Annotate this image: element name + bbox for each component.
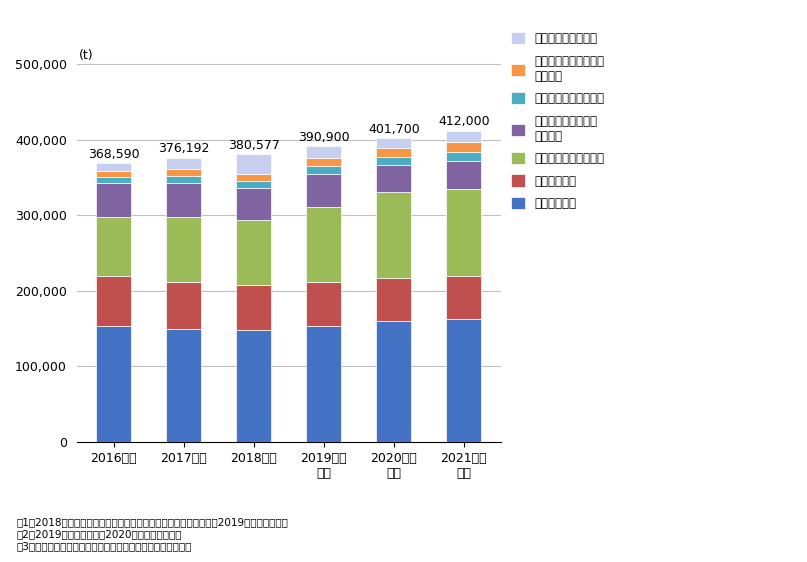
Bar xyxy=(166,183,201,217)
Bar xyxy=(166,169,201,176)
Text: 412,000: 412,000 xyxy=(438,115,490,128)
Bar xyxy=(236,154,271,174)
Bar xyxy=(446,161,481,189)
Bar xyxy=(306,326,341,442)
Text: 380,577: 380,577 xyxy=(228,139,279,152)
Bar xyxy=(306,174,341,207)
Bar xyxy=(446,130,481,142)
Text: 390,900: 390,900 xyxy=(298,131,349,144)
Bar xyxy=(236,285,271,330)
Bar xyxy=(96,217,131,275)
Bar xyxy=(376,278,412,321)
Text: 注1．2018年度までは一部公開資料をもとに矢野経済研究所作成、2019年度以降は推計
注2．2019年度は見込値、2020年度以降は予測値
注3．いずれの断熱: 注1．2018年度までは一部公開資料をもとに矢野経済研究所作成、2019年度以降… xyxy=(16,518,288,551)
Bar xyxy=(446,142,481,152)
Text: 401,700: 401,700 xyxy=(368,123,420,136)
Bar xyxy=(376,148,412,157)
Bar xyxy=(236,181,271,188)
Bar xyxy=(236,220,271,285)
Bar xyxy=(96,183,131,217)
Bar xyxy=(446,275,481,319)
Text: 368,590: 368,590 xyxy=(88,148,140,161)
Bar xyxy=(446,152,481,161)
Bar xyxy=(376,192,412,278)
Bar xyxy=(236,174,271,181)
Bar xyxy=(446,319,481,442)
Bar xyxy=(306,147,341,158)
Bar xyxy=(96,170,131,176)
Bar xyxy=(376,165,412,192)
Bar xyxy=(96,164,131,170)
Bar xyxy=(306,166,341,174)
Bar xyxy=(306,207,341,282)
Bar xyxy=(446,189,481,275)
Bar xyxy=(166,282,201,329)
Bar xyxy=(376,321,412,442)
Text: (t): (t) xyxy=(78,49,93,62)
Bar xyxy=(96,275,131,326)
Bar xyxy=(236,188,271,220)
Bar xyxy=(306,158,341,166)
Legend: フェノールフォーム, ビーズ法ポリスチレン
フォーム, セルローズファイバー, 押出法ポリスチレン
フォーム, 硬質ウレタンフォーム, ロックウール, グラスウ: フェノールフォーム, ビーズ法ポリスチレン フォーム, セルローズファイバー, … xyxy=(511,32,604,210)
Text: 376,192: 376,192 xyxy=(158,142,209,155)
Bar xyxy=(376,157,412,165)
Bar xyxy=(166,217,201,282)
Bar xyxy=(96,176,131,183)
Bar xyxy=(166,176,201,183)
Bar xyxy=(236,330,271,442)
Bar xyxy=(166,157,201,169)
Bar xyxy=(306,282,341,326)
Bar xyxy=(166,329,201,442)
Bar xyxy=(376,138,412,148)
Bar xyxy=(96,326,131,442)
